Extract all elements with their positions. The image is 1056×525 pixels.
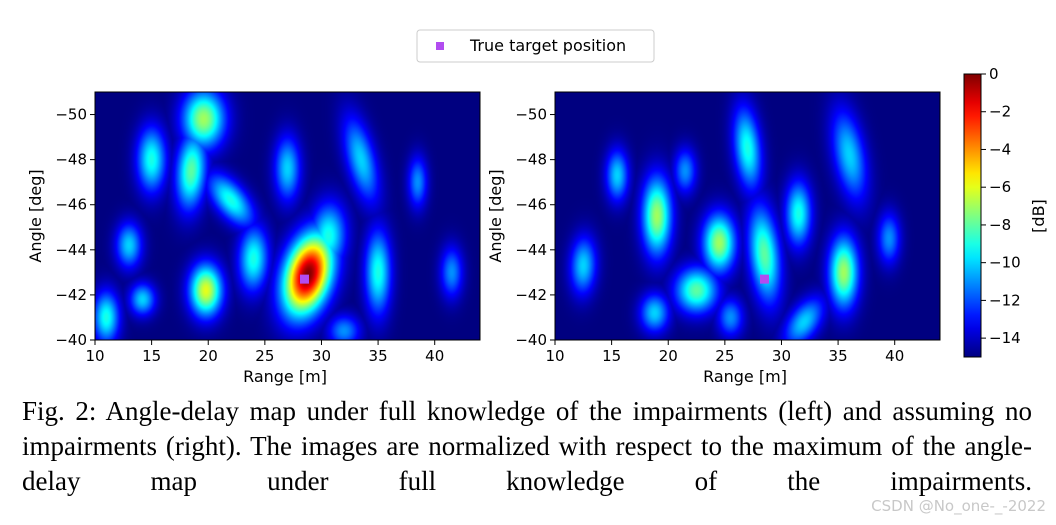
left-y-tick-label: −46	[55, 196, 87, 214]
right-y-tick-label: −42	[515, 286, 547, 304]
legend-marker-icon	[436, 42, 444, 50]
left-y-tick-label: −40	[55, 331, 87, 349]
right-y-tick-label: −40	[515, 331, 547, 349]
left-x-tick-label: 40	[425, 347, 444, 365]
left-x-tick-label: 20	[199, 347, 218, 365]
colorbar-label: [dB]	[1029, 199, 1048, 233]
right-heatmap-image	[555, 92, 940, 340]
right-x-tick-label: 20	[659, 347, 678, 365]
right-y-tick-label: −50	[515, 106, 547, 124]
left-plot-frame	[94, 91, 481, 341]
left-y-axis-label: Angle [deg]	[26, 169, 45, 262]
right-y-axis-label: Angle [deg]	[486, 169, 505, 262]
right-x-tick-label: 40	[885, 347, 904, 365]
colorbar-tick-label: −14	[989, 329, 1021, 347]
left-y-tick-label: −50	[55, 106, 87, 124]
colorbar-tick-label: 0	[989, 65, 999, 83]
colorbar-ticks: 0 −2 −4 −6 −8 −10 −12 −14	[981, 65, 1021, 347]
left-y-tick-label: −42	[55, 286, 87, 304]
left-x-tick-label: 25	[255, 347, 274, 365]
colorbar-tick-label: −8	[989, 216, 1011, 234]
watermark: CSDN @No_one-_-2022	[871, 497, 1046, 515]
right-x-tick-label: 35	[829, 347, 848, 365]
right-heatmap-image-wrap	[555, 92, 940, 340]
left-axes: 10 15 20 25 30 35 40 −50 −48 −46 −44 −42 −40	[55, 106, 444, 365]
colorbar-tick-label: −2	[989, 103, 1011, 121]
left-x-axis-label: Range [m]	[243, 367, 327, 386]
right-y-tick-label: −48	[515, 151, 547, 169]
legend: True target position	[416, 29, 655, 63]
left-x-tick-label: 35	[369, 347, 388, 365]
colorbar-tick-label: −6	[989, 178, 1011, 196]
right-x-axis-label: Range [m]	[703, 367, 787, 386]
right-y-tick-label: −44	[515, 241, 547, 259]
right-heatmap-panel: 10 15 20 25 30 35 40 −50 −48 −46 −44 −42 −40 Range […	[486, 91, 941, 386]
right-target-marker	[759, 274, 769, 284]
left-heatmap-panel: 10 15 20 25 30 35 40 −50 −48 −46 −44 −42 −40 Range […	[26, 91, 481, 386]
left-y-tick-label: −44	[55, 241, 87, 259]
left-heatmap-image-wrap	[95, 92, 480, 340]
colorbar: 0 −2 −4 −6 −8 −10 −12 −14 [dB]	[963, 65, 1048, 358]
left-heatmap-image	[95, 92, 480, 340]
left-target-marker	[299, 274, 309, 284]
figure-caption: Fig. 2: Angle-delay map under full knowl…	[22, 396, 1032, 496]
left-y-tick-label: −48	[55, 151, 87, 169]
left-x-tick-label: 30	[312, 347, 331, 365]
left-x-tick-label: 15	[142, 347, 161, 365]
left-x-tick-label: 10	[85, 347, 104, 365]
colorbar-tick-label: −10	[989, 254, 1021, 272]
right-x-tick-label: 10	[545, 347, 564, 365]
right-x-tick-label: 15	[602, 347, 621, 365]
right-axes: 10 15 20 25 30 35 40 −50 −48 −46 −44 −42 −40	[515, 106, 904, 365]
legend-label: True target position	[469, 36, 626, 55]
colorbar-tick-label: −4	[989, 140, 1011, 158]
right-plot-frame	[554, 91, 941, 341]
right-x-tick-label: 25	[715, 347, 734, 365]
right-y-tick-label: −46	[515, 196, 547, 214]
right-x-tick-label: 30	[772, 347, 791, 365]
colorbar-tick-label: −12	[989, 291, 1021, 309]
legend-frame	[416, 29, 655, 63]
colorbar-gradient	[963, 73, 982, 358]
